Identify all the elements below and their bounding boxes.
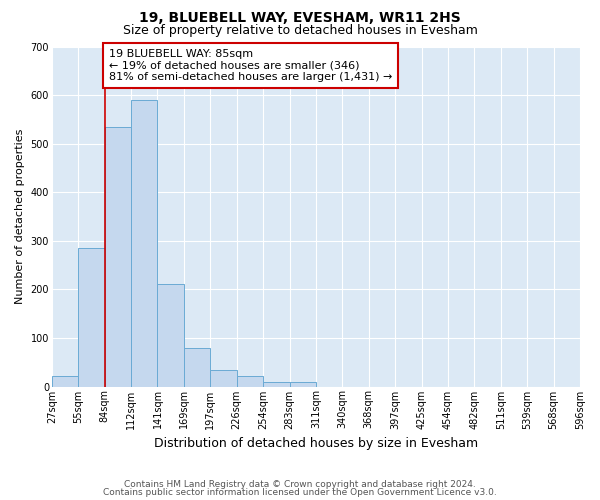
Bar xyxy=(157,284,184,387)
Bar xyxy=(290,382,316,386)
Bar xyxy=(210,370,236,386)
Y-axis label: Number of detached properties: Number of detached properties xyxy=(15,129,25,304)
Text: Contains HM Land Registry data © Crown copyright and database right 2024.: Contains HM Land Registry data © Crown c… xyxy=(124,480,476,489)
Bar xyxy=(131,100,157,386)
Text: 19, BLUEBELL WAY, EVESHAM, WR11 2HS: 19, BLUEBELL WAY, EVESHAM, WR11 2HS xyxy=(139,11,461,25)
Text: Size of property relative to detached houses in Evesham: Size of property relative to detached ho… xyxy=(122,24,478,37)
X-axis label: Distribution of detached houses by size in Evesham: Distribution of detached houses by size … xyxy=(154,437,478,450)
Text: Contains public sector information licensed under the Open Government Licence v3: Contains public sector information licen… xyxy=(103,488,497,497)
Bar xyxy=(184,348,210,387)
Bar xyxy=(236,376,263,386)
Text: 19 BLUEBELL WAY: 85sqm
← 19% of detached houses are smaller (346)
81% of semi-de: 19 BLUEBELL WAY: 85sqm ← 19% of detached… xyxy=(109,49,392,82)
Bar xyxy=(52,376,78,386)
Bar xyxy=(78,248,104,386)
Bar xyxy=(104,126,131,386)
Bar xyxy=(263,382,290,386)
